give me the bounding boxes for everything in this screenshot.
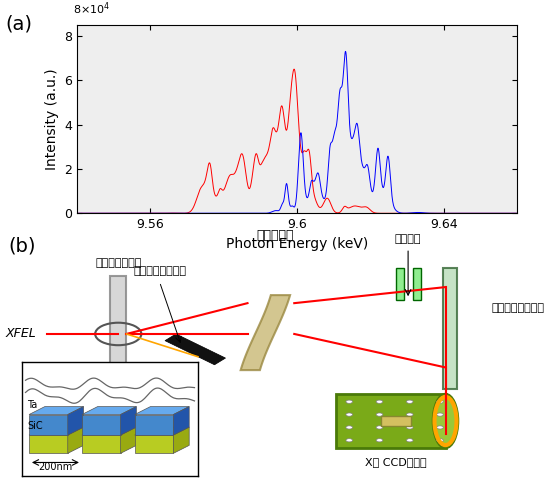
Polygon shape	[173, 427, 189, 453]
Polygon shape	[135, 435, 173, 453]
Circle shape	[346, 413, 353, 416]
Circle shape	[376, 400, 383, 403]
Polygon shape	[135, 407, 189, 415]
Polygon shape	[82, 415, 120, 435]
Text: 200nm: 200nm	[39, 462, 73, 472]
Circle shape	[406, 438, 413, 442]
Polygon shape	[443, 268, 456, 389]
Polygon shape	[412, 268, 421, 301]
Polygon shape	[82, 407, 136, 415]
Circle shape	[437, 413, 443, 416]
Circle shape	[346, 438, 353, 442]
Polygon shape	[396, 268, 404, 301]
Polygon shape	[68, 427, 84, 453]
Polygon shape	[29, 435, 68, 453]
Text: XFEL: XFEL	[6, 327, 36, 340]
Circle shape	[346, 400, 353, 403]
Text: シリコン分光結晶: シリコン分光結晶	[492, 304, 544, 313]
Polygon shape	[135, 415, 173, 435]
Polygon shape	[173, 407, 189, 435]
Polygon shape	[82, 435, 120, 453]
Text: Ta: Ta	[28, 400, 37, 410]
Polygon shape	[29, 407, 84, 415]
Circle shape	[406, 426, 413, 429]
Text: ビームストッパー: ビームストッパー	[133, 266, 186, 276]
Polygon shape	[241, 295, 290, 370]
Circle shape	[376, 413, 383, 416]
Polygon shape	[29, 427, 84, 435]
Text: (b): (b)	[8, 236, 36, 255]
Circle shape	[346, 426, 353, 429]
Polygon shape	[165, 334, 226, 365]
Circle shape	[376, 426, 383, 429]
Polygon shape	[135, 427, 189, 435]
Circle shape	[437, 438, 443, 442]
Polygon shape	[29, 415, 68, 435]
Text: 透過型回折格子: 透過型回折格子	[95, 258, 141, 268]
Polygon shape	[82, 427, 136, 435]
Text: SiC: SiC	[28, 421, 43, 431]
Polygon shape	[68, 407, 84, 435]
Polygon shape	[120, 407, 136, 435]
X-axis label: Photon Energy (keV): Photon Energy (keV)	[226, 237, 368, 250]
Circle shape	[437, 400, 443, 403]
Text: 楕円ミラー: 楕円ミラー	[256, 229, 294, 242]
Ellipse shape	[433, 394, 458, 448]
Y-axis label: Intensity (a.u.): Intensity (a.u.)	[45, 68, 59, 170]
Polygon shape	[110, 276, 126, 389]
Text: 亜鲛薄膜: 亜鲛薄膜	[395, 234, 421, 244]
Text: (a): (a)	[6, 15, 32, 34]
Bar	[381, 416, 411, 426]
Polygon shape	[120, 427, 136, 453]
Text: $8{\times}10^4$: $8{\times}10^4$	[73, 0, 110, 17]
Circle shape	[437, 426, 443, 429]
Circle shape	[406, 413, 413, 416]
Circle shape	[376, 438, 383, 442]
Text: X線 CCDカメラ: X線 CCDカメラ	[365, 457, 427, 467]
Circle shape	[406, 400, 413, 403]
Polygon shape	[336, 394, 446, 448]
